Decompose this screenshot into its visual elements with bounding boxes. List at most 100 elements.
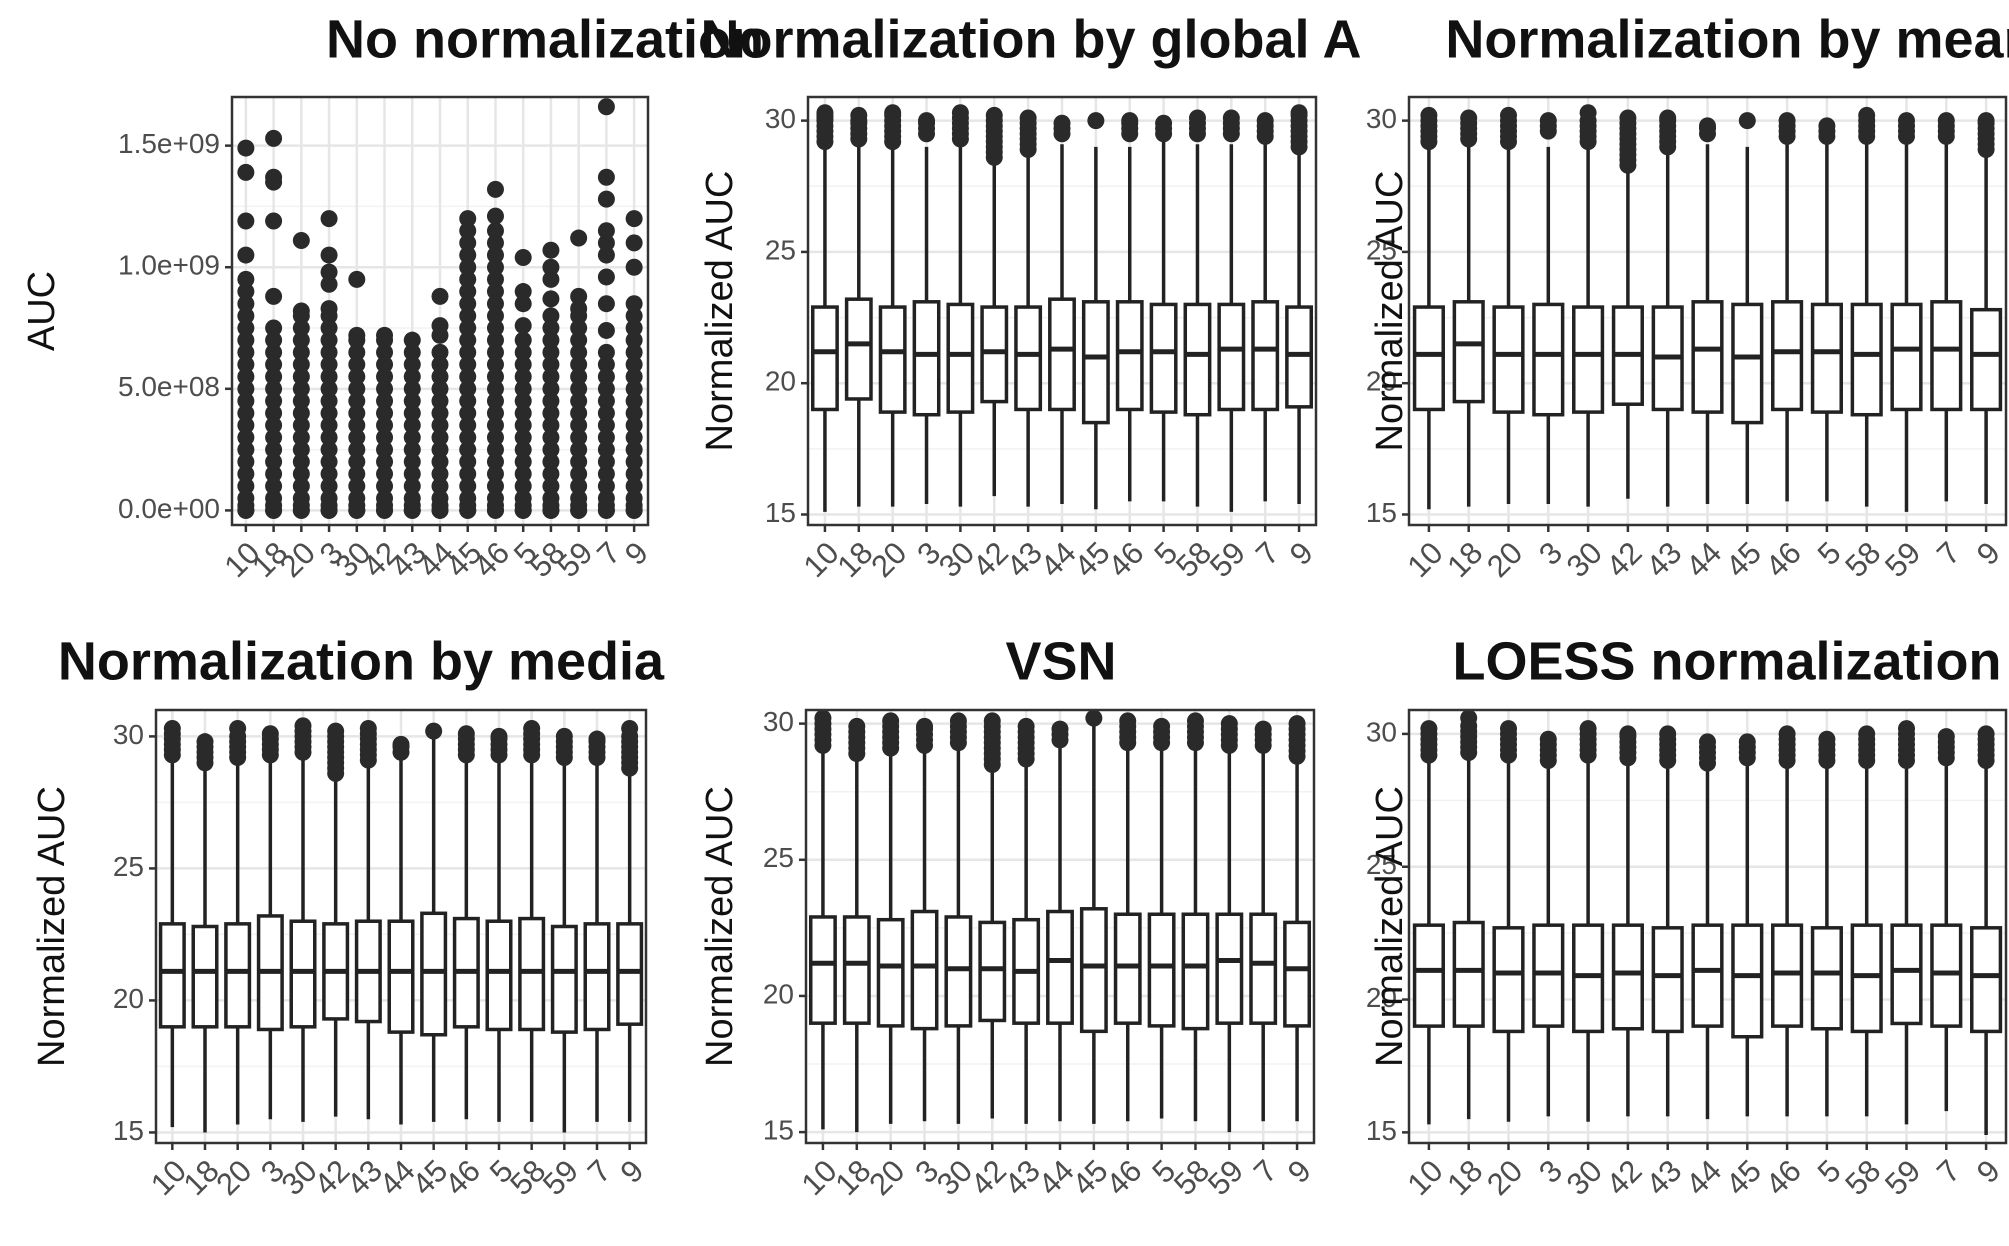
data-point	[237, 453, 255, 471]
data-point	[320, 489, 338, 507]
data-point	[486, 246, 504, 264]
data-point	[514, 477, 532, 495]
data-point	[348, 441, 366, 459]
box	[1532, 923, 1565, 1028]
box	[876, 917, 905, 1028]
y-tick-label: 25	[1366, 849, 1397, 880]
data-point	[653, 368, 670, 385]
data-point	[265, 129, 283, 147]
data-point	[625, 343, 643, 361]
box	[550, 924, 578, 1034]
data-point	[320, 428, 338, 446]
data-point	[570, 287, 588, 305]
outlier-point	[1738, 112, 1756, 130]
outlier-point	[1659, 725, 1677, 743]
box-layer	[1412, 104, 2003, 512]
data-point	[237, 331, 255, 349]
box	[980, 305, 1009, 404]
data-point	[459, 441, 477, 459]
x-tick-label: 20	[862, 1153, 911, 1202]
data-point	[348, 356, 366, 373]
outlier-point	[1818, 117, 1836, 135]
data-point	[237, 283, 255, 301]
data-point	[625, 392, 643, 410]
outlier-point	[1019, 109, 1037, 127]
data-point	[542, 331, 560, 349]
outlier-point	[949, 712, 967, 730]
data-point	[459, 295, 477, 313]
outlier-point	[1186, 712, 1204, 730]
y-axis-title: Normalized AUC	[699, 171, 741, 452]
data-point	[514, 249, 532, 266]
data-point	[237, 477, 255, 495]
data-point	[348, 392, 366, 410]
y-tick-label: 15	[765, 497, 796, 528]
box	[844, 297, 873, 401]
data-point	[265, 392, 283, 410]
outlier-point	[1977, 112, 1995, 130]
data-point	[237, 270, 255, 288]
y-tick-label: 20	[1366, 366, 1397, 397]
outlier-point	[359, 719, 377, 737]
data-point	[597, 98, 615, 116]
data-point	[459, 319, 477, 337]
data-point	[403, 441, 421, 459]
data-point	[486, 222, 504, 240]
data-point	[376, 428, 394, 446]
data-point	[376, 343, 394, 361]
data-point	[653, 502, 670, 519]
data-point	[570, 428, 588, 446]
data-point	[431, 404, 449, 422]
data-point	[292, 489, 310, 507]
outlier-point	[196, 733, 214, 751]
data-point	[376, 441, 394, 459]
outlier-point	[1420, 106, 1438, 124]
data-point	[570, 441, 588, 459]
box	[1285, 305, 1314, 409]
data-point	[653, 417, 670, 434]
data-point	[459, 392, 477, 410]
outlier-point	[1254, 720, 1272, 738]
y-axis-title: Normalized AUC	[699, 786, 741, 1067]
data-point	[542, 307, 560, 325]
data-point	[376, 489, 394, 507]
box	[1771, 300, 1804, 412]
data-point	[597, 465, 615, 483]
data-point	[348, 404, 366, 422]
box	[1081, 300, 1110, 425]
data-point	[486, 489, 504, 507]
data-point	[459, 246, 477, 264]
outlier-point	[1619, 109, 1637, 127]
data-point	[265, 380, 283, 398]
outlier-point	[555, 727, 573, 745]
box	[1249, 912, 1278, 1025]
data-point	[625, 331, 643, 349]
data-point	[265, 489, 283, 507]
data-point	[514, 392, 532, 410]
outlier-point	[1220, 715, 1238, 733]
y-tick-label: 20	[765, 366, 796, 397]
outlier-point	[1937, 112, 1955, 130]
data-point	[597, 268, 615, 286]
outlier-point	[425, 722, 443, 740]
outlier-point	[1539, 730, 1557, 748]
box	[1970, 926, 2003, 1034]
outlier-point	[1053, 114, 1071, 132]
data-point	[265, 331, 283, 349]
data-point	[292, 453, 310, 471]
y-tick-label: 1.0e+09	[118, 250, 220, 281]
data-point	[348, 270, 366, 288]
data-point	[597, 441, 615, 459]
outlier-point	[392, 735, 410, 753]
chart-panel-5: VSN1520253010182033042434445465585979Nor…	[699, 631, 1318, 1202]
data-point	[237, 489, 255, 507]
outlier-point	[951, 104, 969, 122]
data-point	[653, 465, 670, 482]
data-point	[570, 300, 588, 318]
data-point	[570, 356, 588, 373]
data-point	[320, 356, 338, 373]
outlier-point	[327, 722, 345, 740]
